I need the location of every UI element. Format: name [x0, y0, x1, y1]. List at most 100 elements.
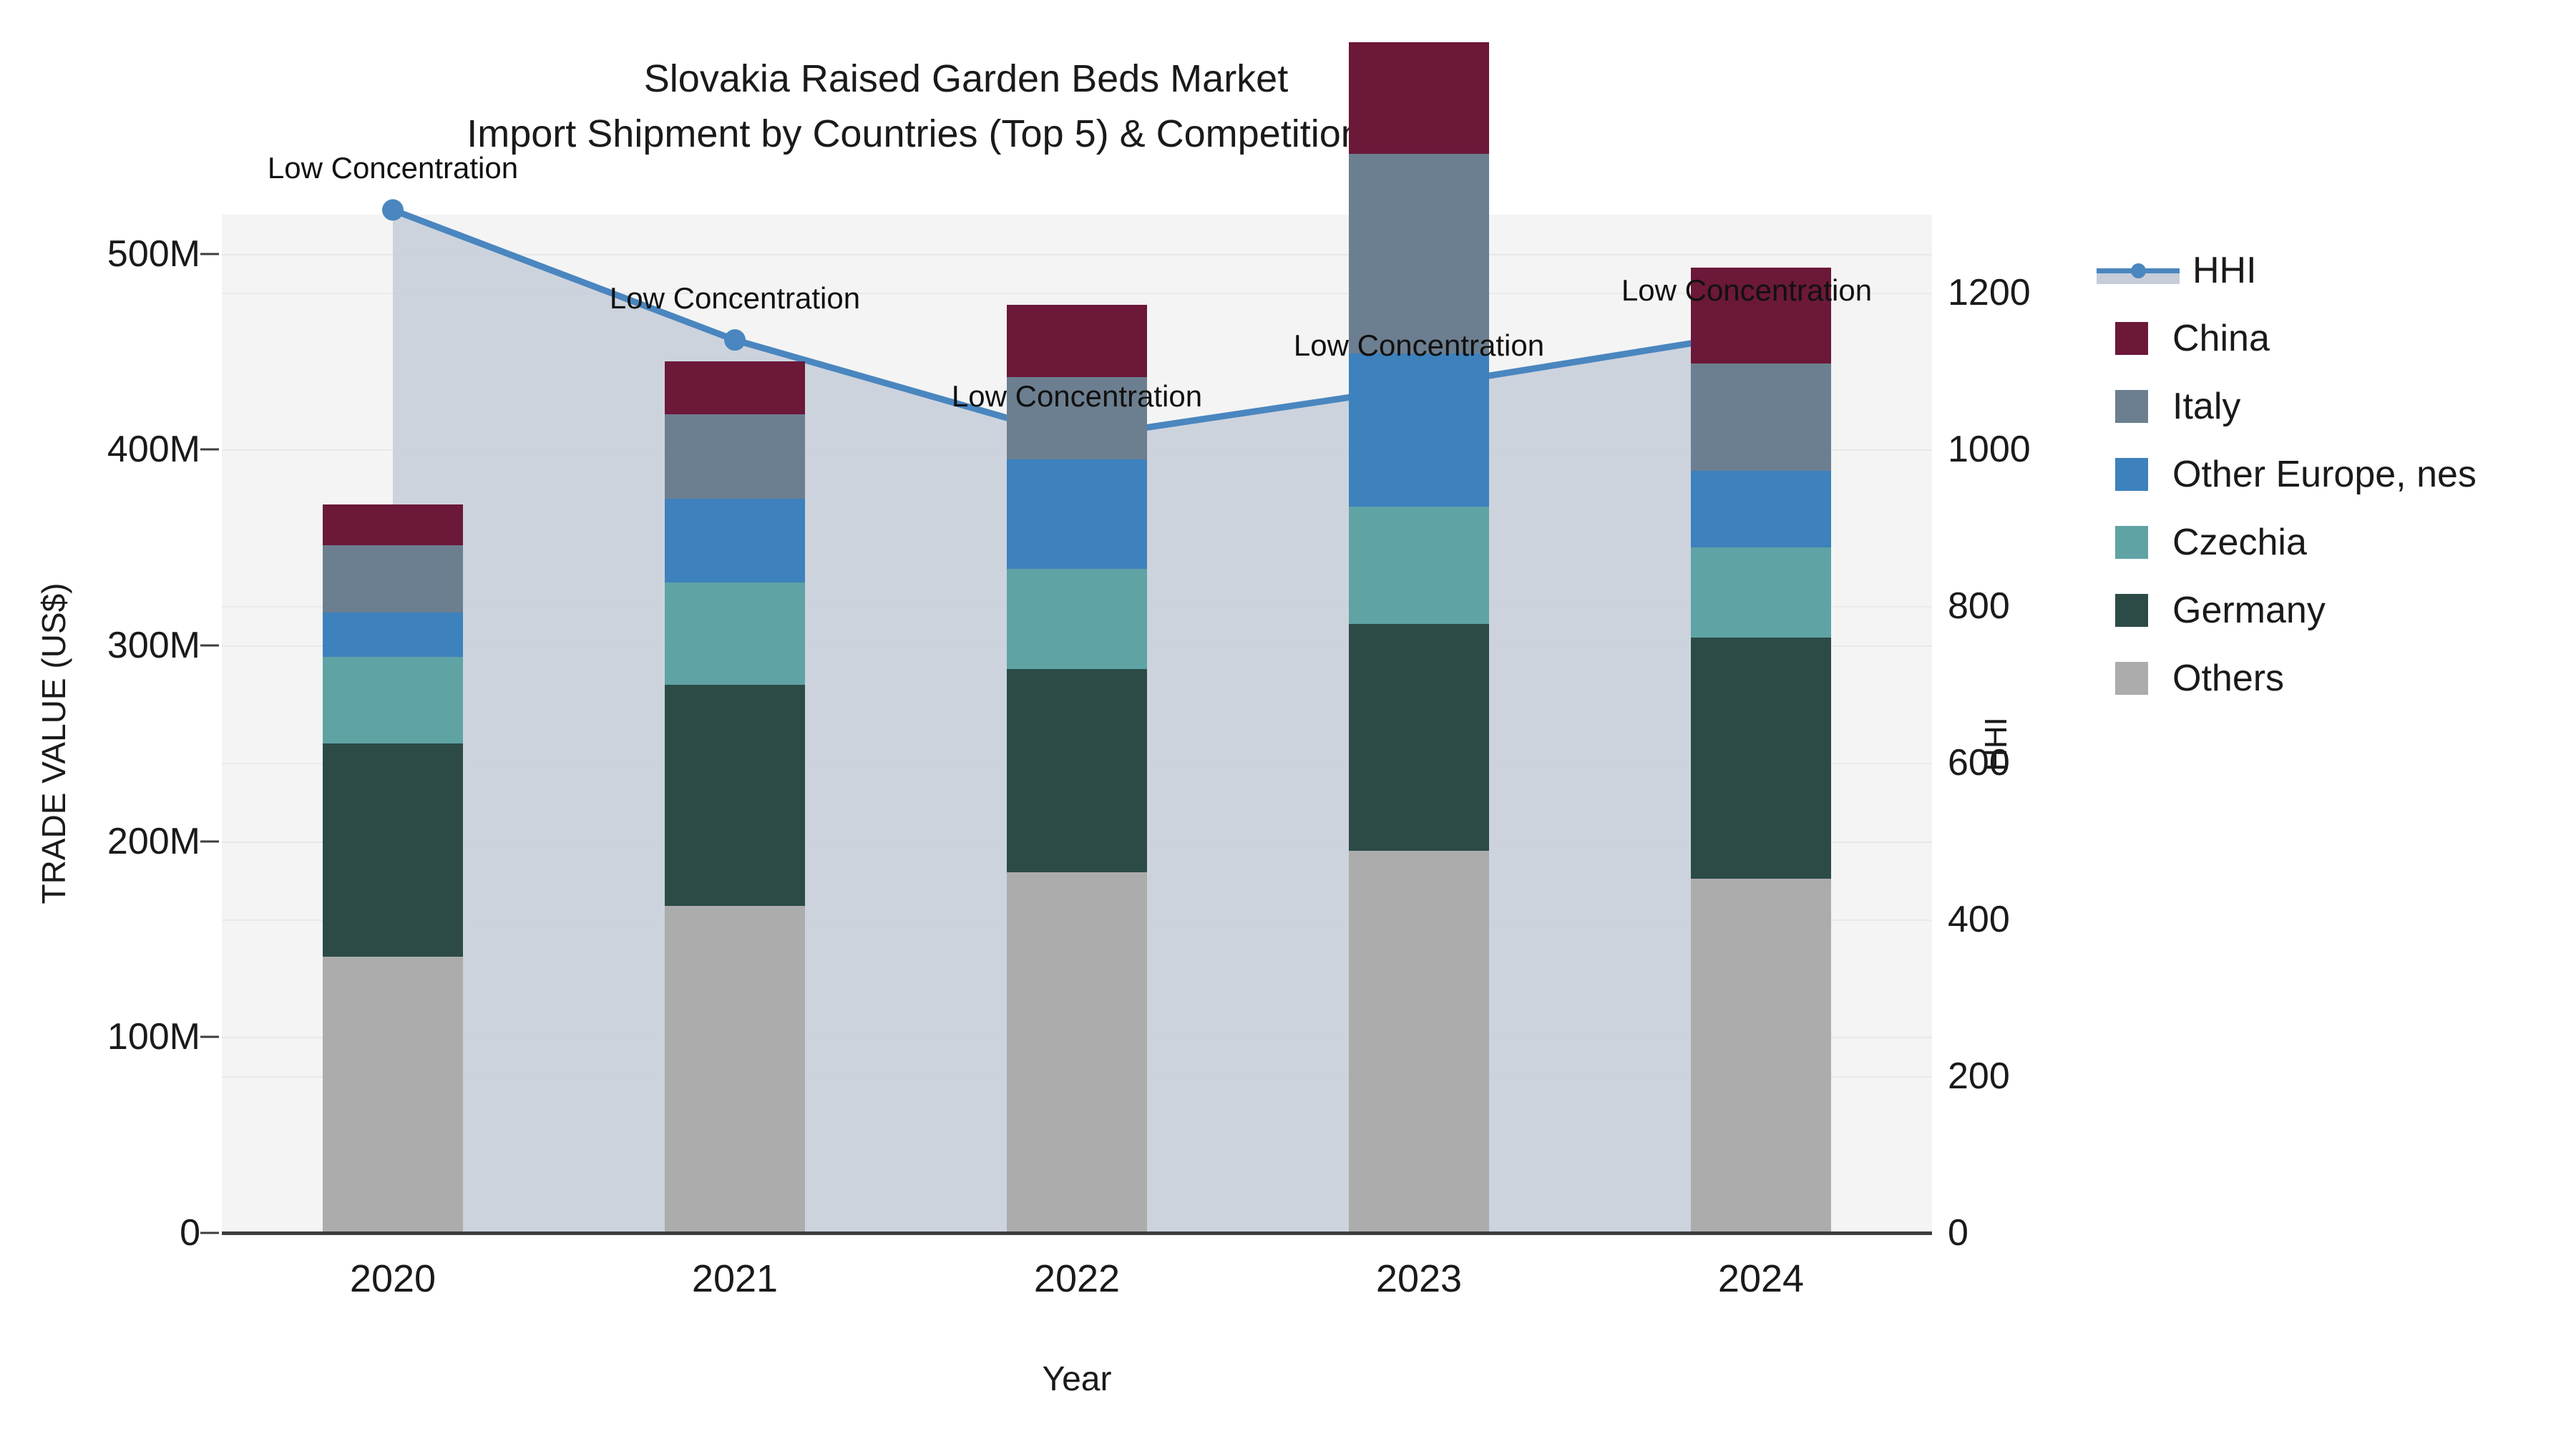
x-tick-2024: 2024: [1717, 1257, 1805, 1300]
bar-segment-germany-2022[interactable]: [1007, 668, 1147, 873]
bar-segment-czechia-2022[interactable]: [1007, 569, 1147, 669]
bar-segment-others-2024[interactable]: [1691, 878, 1831, 1233]
y-axis-left-title: TRADE VALUE (US$): [35, 582, 72, 904]
y-right-tick-400: 400: [1948, 899, 2010, 941]
gridline-right-5: [222, 293, 1932, 295]
legend-item-label: Others: [2172, 657, 2285, 699]
annotation-2022: Low Concentration: [951, 379, 1203, 413]
chart-title-line-1: Slovakia Raised Garden Beds Market: [643, 57, 1289, 100]
y-left-tickmark-0: [200, 1231, 219, 1234]
legend-item-label: Other Europe, nes: [2172, 453, 2477, 495]
bar-segment-other-europe-nes-2021[interactable]: [665, 498, 805, 583]
bar-segment-germany-2024[interactable]: [1691, 638, 1831, 879]
x-axis-line: [222, 1231, 1932, 1235]
hhi-marker-2020[interactable]: [382, 199, 404, 221]
bar-2023[interactable]: [1349, 42, 1489, 1233]
legend-item-others[interactable]: Others: [2097, 644, 2555, 712]
bar-segment-italy-2023[interactable]: [1349, 154, 1489, 354]
bar-segment-others-2020[interactable]: [323, 957, 463, 1233]
legend-swatch-icon: [2115, 593, 2148, 627]
y-left-tick-300M: 300M: [107, 625, 200, 667]
bar-2024[interactable]: [1691, 215, 1831, 1233]
y-left-tick-100M: 100M: [107, 1016, 200, 1058]
y-left-tick-400M: 400M: [107, 429, 200, 471]
bar-segment-germany-2021[interactable]: [665, 684, 805, 906]
y-right-tick-200: 200: [1948, 1055, 2010, 1098]
legend-item-label: China: [2172, 317, 2270, 359]
bar-segment-china-2024[interactable]: [1691, 267, 1831, 364]
legend-item-italy[interactable]: Italy: [2097, 372, 2555, 440]
bar-layer: [222, 42, 1932, 1233]
bar-segment-other-europe-nes-2020[interactable]: [323, 612, 463, 658]
gridline-left-5: [222, 253, 1932, 255]
bar-segment-germany-2020[interactable]: [323, 743, 463, 957]
legend-area-fill-icon: [2097, 272, 2180, 284]
bar-2022[interactable]: [1007, 215, 1147, 1233]
y-left-tickmark-300M: [200, 644, 219, 647]
y-right-tick-1000: 1000: [1948, 429, 2031, 471]
legend-item-china[interactable]: China: [2097, 304, 2555, 372]
legend: HHI China Italy Other Europe, nes Czechia Ger…: [2097, 236, 2555, 712]
bar-segment-italy-2024[interactable]: [1691, 363, 1831, 472]
bar-segment-italy-2020[interactable]: [323, 545, 463, 613]
legend-swatch-icon: [2115, 321, 2148, 355]
chart-title: Slovakia Raised Garden Beds Market Impor…: [0, 52, 1932, 161]
legend-item-label: HHI: [2192, 249, 2257, 291]
y-left-tick-0: 0: [180, 1212, 200, 1254]
bar-segment-china-2022[interactable]: [1007, 304, 1147, 378]
hhi-marker-2021[interactable]: [724, 329, 746, 351]
y-right-tick-0: 0: [1948, 1212, 1968, 1254]
x-tick-2020: 2020: [349, 1257, 436, 1300]
annotation-2021: Low Concentration: [609, 281, 861, 316]
legend-swatch-icon: [2115, 389, 2148, 423]
legend-item-germany[interactable]: Germany: [2097, 576, 2555, 644]
y-right-tick-600: 600: [1948, 742, 2010, 784]
x-axis-title: Year: [1042, 1360, 1112, 1398]
bar-segment-germany-2023[interactable]: [1349, 623, 1489, 852]
x-tick-2022: 2022: [1033, 1257, 1121, 1300]
legend-swatch-icon: [2115, 457, 2148, 491]
bar-segment-china-2020[interactable]: [323, 504, 463, 546]
legend-item-label: Italy: [2172, 385, 2241, 427]
legend-swatch-icon: [2115, 661, 2148, 695]
legend-item-label: Czechia: [2172, 521, 2307, 563]
bar-segment-czechia-2021[interactable]: [665, 582, 805, 685]
bar-segment-other-europe-nes-2023[interactable]: [1349, 353, 1489, 507]
legend-item-label: Germany: [2172, 589, 2326, 631]
y-left-tickmark-200M: [200, 840, 219, 843]
annotation-2020: Low Concentration: [267, 151, 519, 185]
y-axis-right-title: HHI: [1979, 717, 2014, 771]
bar-segment-italy-2022[interactable]: [1007, 377, 1147, 460]
bar-segment-others-2021[interactable]: [665, 905, 805, 1233]
annotation-2023: Low Concentration: [1293, 328, 1545, 362]
legend-item-hhi[interactable]: HHI: [2097, 236, 2555, 304]
legend-item-other-europe-nes[interactable]: Other Europe, nes: [2097, 440, 2555, 508]
y-left-tickmark-100M: [200, 1035, 219, 1038]
bar-segment-other-europe-nes-2024[interactable]: [1691, 471, 1831, 548]
bar-2020[interactable]: [323, 215, 463, 1233]
legend-dot-icon: [2131, 263, 2146, 278]
x-tick-2021: 2021: [691, 1257, 779, 1300]
y-right-tick-1200: 1200: [1948, 272, 2031, 314]
annotation-2024: Low Concentration: [1621, 273, 1873, 308]
y-left-tick-200M: 200M: [107, 820, 200, 862]
bar-segment-china-2021[interactable]: [665, 361, 805, 415]
bar-segment-czechia-2023[interactable]: [1349, 506, 1489, 624]
y-left-tick-500M: 500M: [107, 233, 200, 275]
bar-segment-others-2023[interactable]: [1349, 851, 1489, 1233]
bar-segment-italy-2021[interactable]: [665, 414, 805, 499]
legend-item-czechia[interactable]: Czechia: [2097, 508, 2555, 576]
y-left-tickmark-400M: [200, 448, 219, 451]
y-right-tick-800: 800: [1948, 585, 2010, 628]
bar-segment-others-2022[interactable]: [1007, 872, 1147, 1233]
y-left-tickmark-500M: [200, 253, 219, 255]
bar-segment-czechia-2024[interactable]: [1691, 547, 1831, 638]
x-tick-2023: 2023: [1375, 1257, 1463, 1300]
legend-line-marker-icon: [2097, 254, 2180, 287]
bar-segment-china-2023[interactable]: [1349, 42, 1489, 155]
bar-segment-czechia-2020[interactable]: [323, 657, 463, 743]
bar-segment-other-europe-nes-2022[interactable]: [1007, 459, 1147, 570]
bar-2021[interactable]: [665, 215, 805, 1233]
chart-title-line-2: Import Shipment by Countries (Top 5) & C…: [467, 112, 1465, 155]
